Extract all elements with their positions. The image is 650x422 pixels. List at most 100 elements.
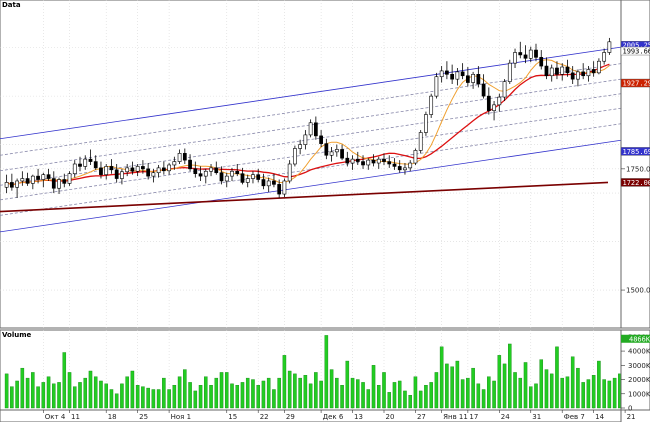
- candle-body: [41, 174, 46, 180]
- volume-tick-label: 2000K: [628, 376, 650, 384]
- candle-body: [293, 148, 297, 165]
- price-tag-label: 2005.2532: [623, 42, 650, 50]
- candle-body: [172, 161, 177, 166]
- regression-channel: [0, 46, 622, 233]
- candle-body: [502, 81, 507, 98]
- candle-body: [465, 75, 470, 83]
- channel-lower: [0, 139, 622, 233]
- date-tick-label: 11: [71, 413, 80, 421]
- candle-body: [345, 157, 350, 164]
- volume-bar: [350, 377, 355, 409]
- volume-bar: [450, 366, 454, 409]
- price-pane-label: Data: [2, 1, 21, 9]
- volume-bar: [146, 387, 150, 409]
- volume-tick-label: 1000K: [628, 390, 650, 398]
- candle-body: [324, 143, 329, 156]
- candle-body: [528, 49, 533, 59]
- volume-bar: [314, 372, 318, 409]
- candle-body: [214, 167, 219, 174]
- price-tag-label: 1722.00: [623, 179, 650, 187]
- volume-bar: [88, 370, 93, 409]
- candle-body: [445, 70, 449, 75]
- volume-bar: [549, 373, 554, 409]
- candle-body: [434, 76, 439, 97]
- volume-bar: [219, 372, 224, 409]
- candle-body: [382, 158, 386, 162]
- volume-bar: [539, 359, 544, 409]
- volume-bar: [141, 386, 145, 409]
- volume-bar: [408, 394, 412, 409]
- candle-body: [266, 180, 271, 187]
- candle-body: [492, 104, 496, 111]
- candle-body: [287, 163, 292, 182]
- candle-body: [403, 167, 407, 171]
- volume-bar: [251, 379, 255, 409]
- candle-body: [581, 71, 586, 77]
- price-tag-box: [620, 147, 650, 156]
- candle-body: [57, 179, 61, 189]
- date-axis-labels: Окт 4 11 18 25 Ноя 1 15 22 29 Дек 6 13 20 27 Янв 11 1…: [43, 410, 636, 421]
- volume-bar: [581, 382, 585, 409]
- volume-bar: [513, 372, 517, 409]
- volume-bar: [324, 335, 329, 409]
- candle-body: [591, 69, 596, 74]
- volume-bar: [570, 356, 575, 409]
- volume-bar: [177, 376, 182, 409]
- volume-bar: [125, 376, 129, 409]
- candle-body: [497, 96, 502, 106]
- date-axis[interactable]: Окт 4 11 18 25 Ноя 1 15 22 29 Дек 6 13 20 27 Янв 11 1…: [0, 409, 636, 422]
- candle-body: [125, 167, 130, 173]
- volume-bar: [214, 377, 219, 409]
- volume-bar: [466, 377, 470, 409]
- volume-bar: [209, 385, 213, 409]
- volume-bar: [67, 372, 72, 409]
- volume-bar: [518, 377, 523, 409]
- price-tag-label: 1785.6926: [623, 148, 650, 156]
- volume-bar: [230, 383, 234, 409]
- candle-body: [224, 175, 229, 182]
- volume-bar: [162, 377, 166, 409]
- volume-bar: [303, 375, 308, 409]
- candle-body: [298, 144, 303, 149]
- volume-bar: [120, 383, 124, 409]
- candle-body: [4, 182, 9, 188]
- volume-bar: [471, 367, 475, 409]
- candle-body: [450, 74, 455, 80]
- price-axis[interactable]: 1750.00 1500.00 2005.25321993.66 1927.29 17…: [620, 0, 650, 329]
- candle-body: [586, 69, 591, 77]
- volume-bar: [183, 369, 187, 409]
- volume-bar: [397, 380, 402, 409]
- candle-body: [397, 166, 402, 171]
- candle-body: [83, 158, 88, 167]
- candle-body: [135, 166, 140, 172]
- date-tick-label: 22: [260, 413, 269, 421]
- volume-axis[interactable]: 5000K4000K3000K2000K1000K0 4866K: [620, 329, 650, 413]
- candle-body: [507, 62, 512, 82]
- sma-mid-line: [6, 63, 610, 186]
- date-tick-label: 25: [139, 413, 148, 421]
- volume-pane[interactable]: Volume: [0, 329, 638, 411]
- candle-body: [544, 65, 549, 77]
- candle-body: [313, 122, 318, 137]
- volume-bar: [544, 369, 549, 409]
- candle-body: [329, 151, 334, 156]
- volume-bar: [277, 377, 281, 409]
- date-tick-label: Фев 7: [564, 413, 585, 421]
- volume-bars: [4, 335, 638, 409]
- candle-body: [277, 184, 282, 195]
- candle-body: [513, 52, 517, 64]
- volume-bar: [335, 377, 339, 409]
- price-tag-box: [620, 46, 650, 56]
- candle-body: [334, 149, 339, 153]
- candle-body: [93, 161, 98, 169]
- volume-bar: [224, 372, 229, 409]
- volume-bar: [41, 382, 46, 409]
- date-tick-label: 27: [417, 413, 426, 421]
- volume-bar: [167, 389, 171, 409]
- candle-body: [188, 159, 192, 170]
- candle-body: [560, 66, 565, 75]
- date-tick-label: Окт 4: [45, 413, 66, 421]
- price-pane[interactable]: Data: [0, 0, 626, 329]
- candle-body: [104, 166, 109, 175]
- candle-body: [455, 71, 460, 80]
